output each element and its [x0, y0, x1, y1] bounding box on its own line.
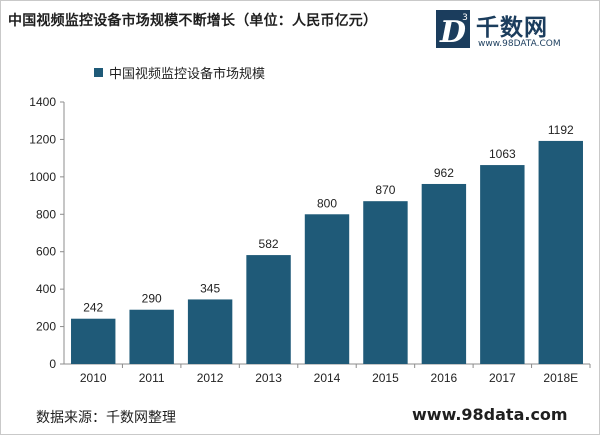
logo-url: www.98DATA.COM: [478, 39, 561, 49]
legend-label: 中国视频监控设备市场规模: [109, 67, 266, 82]
x-tick-label: 2014: [314, 371, 341, 385]
y-tick-label: 600: [36, 245, 56, 259]
bar: [129, 309, 174, 364]
data-label: 870: [375, 183, 395, 197]
y-tick-label: 1000: [29, 170, 56, 184]
bar: [480, 165, 525, 364]
y-tick-label: 0: [49, 357, 56, 371]
bar-chart: 0 200 400 600 800 1000 1200 1400 242 2010 290 2011 3…: [29, 95, 591, 385]
bar: [363, 201, 408, 364]
data-label: 345: [200, 281, 220, 295]
x-tick-label: 2015: [372, 371, 399, 385]
x-tick-label: 2018E: [543, 371, 578, 385]
bar: [71, 318, 116, 364]
data-label: 1192: [548, 123, 574, 137]
data-label: 962: [434, 166, 454, 180]
bar: [246, 255, 291, 364]
data-source: 数据来源：千数网整理: [36, 410, 176, 426]
x-tick-label: 2012: [197, 371, 224, 385]
legend-swatch: [94, 68, 103, 77]
y-tick-label: 400: [36, 282, 56, 296]
x-tick-label: 2016: [431, 371, 458, 385]
y-tick-label: 200: [36, 320, 56, 334]
y-tick-label: 1200: [29, 132, 56, 146]
logo-mark-icon: D 3: [436, 10, 470, 50]
brand-logo: D 3 千数网 www.98DATA.COM: [434, 6, 594, 54]
y-tick-label: 1400: [29, 95, 56, 109]
bar: [187, 299, 233, 364]
data-label: 242: [83, 301, 103, 315]
x-tick-label: 2017: [489, 371, 516, 385]
bar: [304, 214, 350, 364]
logo-name: 千数网: [476, 15, 548, 41]
chart-title: 中国视频监控设备市场规模不断增长（单位：人民币亿元）: [8, 13, 378, 29]
logo-mark-letter: D: [439, 15, 466, 50]
footer-url: www.98data.com: [412, 405, 568, 424]
y-tick-label: 800: [36, 207, 56, 221]
bar: [538, 140, 583, 364]
bar: [421, 183, 467, 364]
data-label: 1063: [489, 147, 516, 161]
x-tick-label: 2013: [255, 371, 282, 385]
data-label: 290: [142, 292, 162, 306]
data-label: 582: [259, 237, 279, 251]
x-tick-label: 2010: [80, 371, 107, 385]
logo-mark-superscript: 3: [462, 13, 468, 23]
legend: 中国视频监控设备市场规模: [94, 63, 265, 82]
data-label: 800: [317, 196, 337, 210]
x-tick-label: 2011: [139, 371, 165, 385]
